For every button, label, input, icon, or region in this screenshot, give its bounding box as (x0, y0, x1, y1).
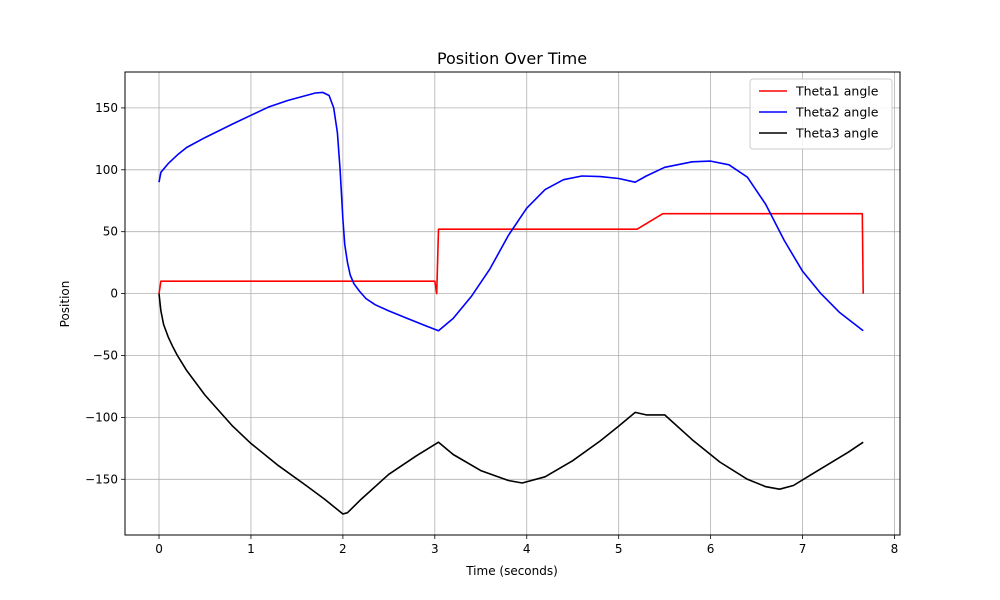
plot-lines (158, 91, 864, 515)
legend-box (749, 78, 893, 150)
axis-ticks: 0 1 2 3 4 5 6 7 8 −150 −100 −50 0 50 100 150 (85, 101, 898, 556)
series-line-1 (158, 212, 864, 295)
legend: Theta1 angle Theta2 angle Theta3 angle (749, 78, 893, 150)
y-tick-label: −150 (85, 472, 118, 486)
y-tick-label: 0 (110, 287, 118, 301)
y-tick-label: −100 (85, 410, 118, 424)
chart-title: Position Over Time (437, 49, 587, 68)
y-tick-label: 100 (95, 163, 118, 177)
x-tick-label: 5 (615, 542, 623, 556)
x-tick-label: 2 (339, 542, 347, 556)
series-line-2 (158, 91, 864, 332)
x-tick-label: 1 (247, 542, 255, 556)
x-tick-label: 4 (523, 542, 531, 556)
y-tick-label: −50 (93, 348, 118, 362)
x-tick-label: 0 (155, 542, 163, 556)
y-tick-label: 150 (95, 101, 118, 115)
legend-label: Theta2 angle (795, 105, 879, 120)
y-tick-label: 50 (103, 225, 118, 239)
x-axis-label: Time (seconds) (465, 564, 558, 578)
x-tick-label: 6 (707, 542, 715, 556)
x-tick-label: 3 (431, 542, 439, 556)
series-line-3 (158, 293, 864, 515)
legend-label: Theta3 angle (795, 126, 879, 141)
x-tick-label: 8 (891, 542, 899, 556)
plot-frame (124, 71, 901, 536)
legend-label: Theta1 angle (795, 84, 879, 99)
y-axis-label: Position (58, 281, 72, 328)
x-tick-label: 7 (799, 542, 807, 556)
